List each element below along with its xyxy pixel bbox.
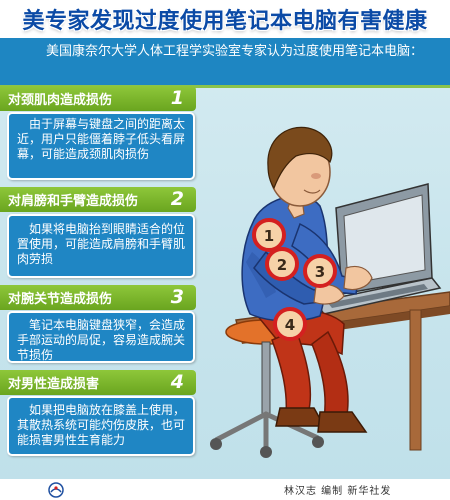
badge-4-label: 4 <box>285 316 295 334</box>
badge-1: 1 <box>252 218 286 252</box>
section-1-text: 由于屏幕与键盘之间的距离太近，用户只能僵着脖子低头看屏幕，可能造成颈肌肉损伤 <box>17 117 186 161</box>
credit-text: 林汉志 编制 新华社发 <box>284 486 392 497</box>
section-4-header: 对男性造成损害 4 <box>0 370 196 395</box>
section-1-header: 对颈肌肉造成损伤 1 <box>0 86 196 111</box>
badge-2: 2 <box>265 247 299 281</box>
section-3-header: 对腕关节造成损伤 3 <box>0 285 196 310</box>
section-2-number: 2 <box>170 188 184 210</box>
section-2-label: 对肩膀和手臂造成损伤 <box>8 194 139 209</box>
intro-text: 美国康奈尔大学人体工程学实验室专家认为过度使用笔记本电脑： <box>46 44 424 59</box>
badge-3: 3 <box>303 254 337 288</box>
section-3-number: 3 <box>170 286 184 308</box>
badge-2-label: 2 <box>277 256 287 274</box>
section-2-box: 如果将电脑抬到眼睛适合的位置使用，可能造成肩膀和手臂肌肉劳损 <box>7 214 195 278</box>
section-2-header: 对肩膀和手臂造成损伤 2 <box>0 187 196 212</box>
badge-1-label: 1 <box>264 227 274 245</box>
section-3-label: 对腕关节造成损伤 <box>8 292 113 307</box>
section-1-label: 对颈肌肉造成损伤 <box>8 93 113 108</box>
section-4-box: 如果把电脑放在膝盖上使用，其散热系统可能灼伤皮肤，也可能损害男性生育能力 <box>7 396 195 456</box>
section-4-number: 4 <box>170 371 184 393</box>
intro-panel: 美国康奈尔大学人体工程学实验室专家认为过度使用笔记本电脑： <box>0 38 450 88</box>
xinhua-logo-icon <box>48 482 64 498</box>
section-1-number: 1 <box>170 87 184 109</box>
section-4-text: 如果把电脑放在膝盖上使用，其散热系统可能灼伤皮肤，也可能损害男性生育能力 <box>17 403 186 447</box>
section-3-text: 笔记本电脑键盘狭窄，会造成手部运动的局促，容易造成腕关节损伤 <box>17 318 186 362</box>
section-4-label: 对男性造成损害 <box>8 377 100 392</box>
footer: 林汉志 编制 新华社发 <box>0 479 450 500</box>
page-title-text: 美专家发现过度使用笔记本电脑有害健康 <box>22 9 428 34</box>
page-title: 美专家发现过度使用笔记本电脑有害健康 <box>0 0 450 38</box>
section-1-box: 由于屏幕与键盘之间的距离太近，用户只能僵着脖子低头看屏幕，可能造成颈肌肉损伤 <box>7 112 195 180</box>
badge-4: 4 <box>273 307 307 341</box>
laptop-user-illustration: 1 2 3 4 <box>210 126 450 458</box>
section-2-text: 如果将电脑抬到眼睛适合的位置使用，可能造成肩膀和手臂肌肉劳损 <box>17 222 186 266</box>
section-3-box: 笔记本电脑键盘狭窄，会造成手部运动的局促，容易造成腕关节损伤 <box>7 311 195 363</box>
person-head <box>267 126 333 219</box>
badge-3-label: 3 <box>315 263 325 281</box>
